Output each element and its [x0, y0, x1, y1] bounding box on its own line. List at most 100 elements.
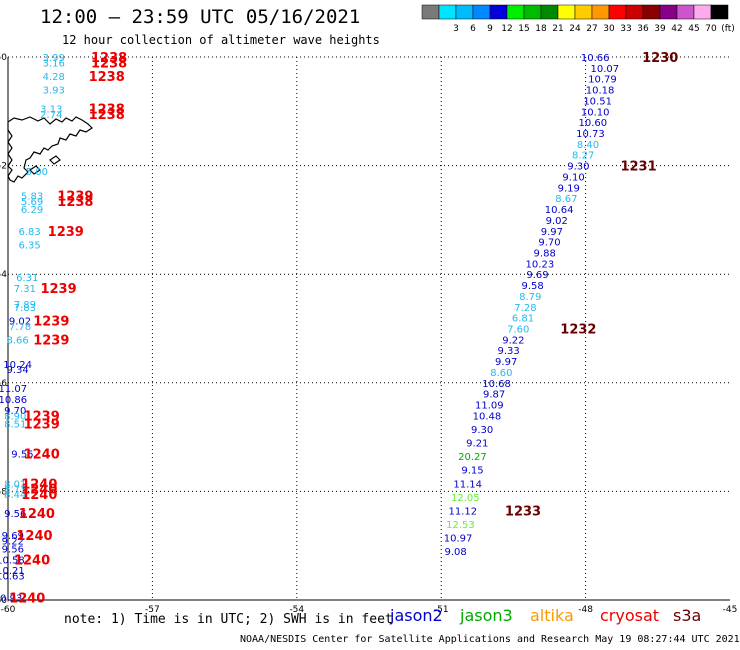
- pass-time-label: 1240: [21, 483, 57, 498]
- wave-height-value: 4.28: [43, 72, 65, 83]
- wave-height-value: 9.19: [558, 183, 580, 194]
- wave-height-value: 9.02: [9, 316, 31, 327]
- wave-height-value: 9.69: [2, 531, 24, 542]
- wave-height-value: 9.30: [567, 162, 589, 173]
- colorbar-swatch: [540, 4, 559, 20]
- colorbar-swatch: [591, 4, 610, 20]
- falkland-islands-outline: [7, 116, 93, 183]
- pass-time-label: 1240: [9, 591, 45, 606]
- pass-time-label: 1240: [24, 447, 60, 462]
- wave-height-value: 2.74: [40, 110, 62, 121]
- lat-tick-label: -54: [0, 270, 7, 280]
- colorbar-label: 42: [671, 24, 682, 34]
- lon-tick-label: -57: [145, 605, 160, 615]
- wave-height-value: 9.02: [546, 216, 568, 227]
- colorbar-swatch: [642, 4, 661, 20]
- colorbar-label: 39: [654, 24, 666, 34]
- lat-tick-label: -52: [0, 162, 7, 172]
- east-track-values: 10.6610.0710.7910.1810.5110.1010.6010.73…: [444, 53, 619, 558]
- lon-tick-label: -54: [289, 605, 304, 615]
- wave-height-value: 10.24: [3, 360, 32, 371]
- wave-height-value: 10.97: [444, 534, 473, 545]
- colorbar-swatch: [693, 4, 712, 20]
- colorbar-label: 9: [487, 24, 493, 34]
- wave-height-value: 8.27: [572, 151, 594, 162]
- wave-height-value: 5.00: [26, 167, 48, 178]
- pass-time-label: 1231: [620, 160, 656, 175]
- colorbar-swatch: [625, 4, 644, 20]
- wave-height-value: 9.70: [538, 238, 560, 249]
- wave-height-value: 9.70: [4, 406, 26, 417]
- legend-altika: altika: [530, 606, 574, 625]
- wave-height-value: 8.66: [6, 335, 28, 346]
- wave-height-value: 9.69: [526, 270, 548, 281]
- wave-height-value: 8.40: [577, 140, 599, 151]
- colorbar-swatch: [676, 4, 695, 20]
- wave-height-value: 9.55: [11, 449, 33, 460]
- page-subtitle: 12 hour collection of altimeter wave hei…: [62, 33, 380, 47]
- wave-height-value: 10.86: [0, 395, 27, 406]
- wave-height-value: 8.60: [490, 368, 512, 379]
- colorbar-legend: 3 6 9 12 15 18 21 24 27 30 33 36 39 42 45 70 (ft): [421, 4, 735, 34]
- colorbar-swatch: [506, 4, 525, 20]
- colorbar-label: 24: [569, 24, 581, 34]
- lat-tick-label: -50: [0, 53, 7, 63]
- colorbar-swatch: [557, 4, 576, 20]
- pass-time-label: 1240: [21, 488, 57, 503]
- wave-height-value: 9.34: [6, 365, 28, 376]
- wave-height-value: 3.93: [43, 86, 65, 97]
- colorbar-swatch: [421, 4, 440, 20]
- wave-height-value: 6.29: [21, 205, 43, 216]
- wave-height-value: 10.10: [581, 107, 610, 118]
- wave-height-value: 7.60: [507, 325, 529, 336]
- credit-line: NOAA/NESDIS Center for Satellite Applica…: [240, 634, 740, 645]
- wave-height-value: 10.79: [588, 75, 617, 86]
- wave-height-value: 7.28: [514, 303, 536, 314]
- pass-time-label: 1238: [89, 103, 125, 118]
- wave-height-value: 10.21: [0, 566, 25, 577]
- colorbar-label: 70: [705, 24, 717, 34]
- pass-time-label: 1239: [33, 333, 69, 348]
- colorbar-label: 33: [620, 24, 631, 34]
- lon-tick-label: -60: [1, 605, 16, 615]
- wave-height-value: 8.90: [4, 411, 26, 422]
- wave-height-value: 3.13: [40, 105, 62, 116]
- wave-height-value: 8.73: [4, 485, 26, 496]
- wave-height-value: 10.63: [0, 572, 25, 583]
- pass-time-label: 1240: [16, 529, 52, 544]
- wave-height-value: 10.51: [583, 96, 612, 107]
- colorbar-swatch: [659, 4, 678, 20]
- wave-height-value: 9.22: [2, 536, 24, 547]
- colorbar-swatch: [574, 4, 593, 20]
- wave-height-value: 11.14: [453, 479, 482, 490]
- wave-height-value: 9.88: [534, 248, 556, 259]
- colorbar-label: 18: [535, 24, 547, 34]
- colorbar-label: 36: [637, 24, 649, 34]
- colorbar-label: 12: [501, 24, 512, 34]
- wave-height-value: 9.97: [495, 357, 517, 368]
- wave-height-value: 9.33: [497, 346, 519, 357]
- wave-height-value: 8.01: [4, 479, 26, 490]
- lon-tick-label: -48: [578, 605, 593, 615]
- wave-height-value: 3.16: [43, 58, 65, 69]
- legend-jason3: jason3: [460, 606, 513, 625]
- wave-height-value: 8.67: [555, 194, 577, 205]
- wave-height-value: 8.44: [4, 490, 26, 501]
- colorbar-swatch: [472, 4, 491, 20]
- wave-height-value: 11.12: [449, 506, 478, 517]
- wave-height-value: 10.23: [526, 259, 555, 270]
- colorbar-label: 6: [470, 24, 476, 34]
- pass-time-label: 1238: [91, 56, 127, 71]
- legend-jason2: jason2: [390, 606, 443, 625]
- wave-height-value: 3.99: [43, 53, 65, 64]
- colorbar-label: 45: [688, 24, 699, 34]
- pass-time-label: 1232: [560, 323, 596, 338]
- wave-height-value: 5.69: [21, 197, 43, 208]
- lat-tick-label: -56: [0, 379, 7, 389]
- pass-time-label: 1239: [24, 418, 60, 433]
- pass-time-label: 1238: [89, 108, 125, 123]
- wave-height-value: 9.21: [466, 439, 488, 450]
- wave-height-value: 10.68: [482, 379, 511, 390]
- lon-tick-label: -45: [723, 605, 738, 615]
- pass-time-label: 1240: [14, 553, 50, 568]
